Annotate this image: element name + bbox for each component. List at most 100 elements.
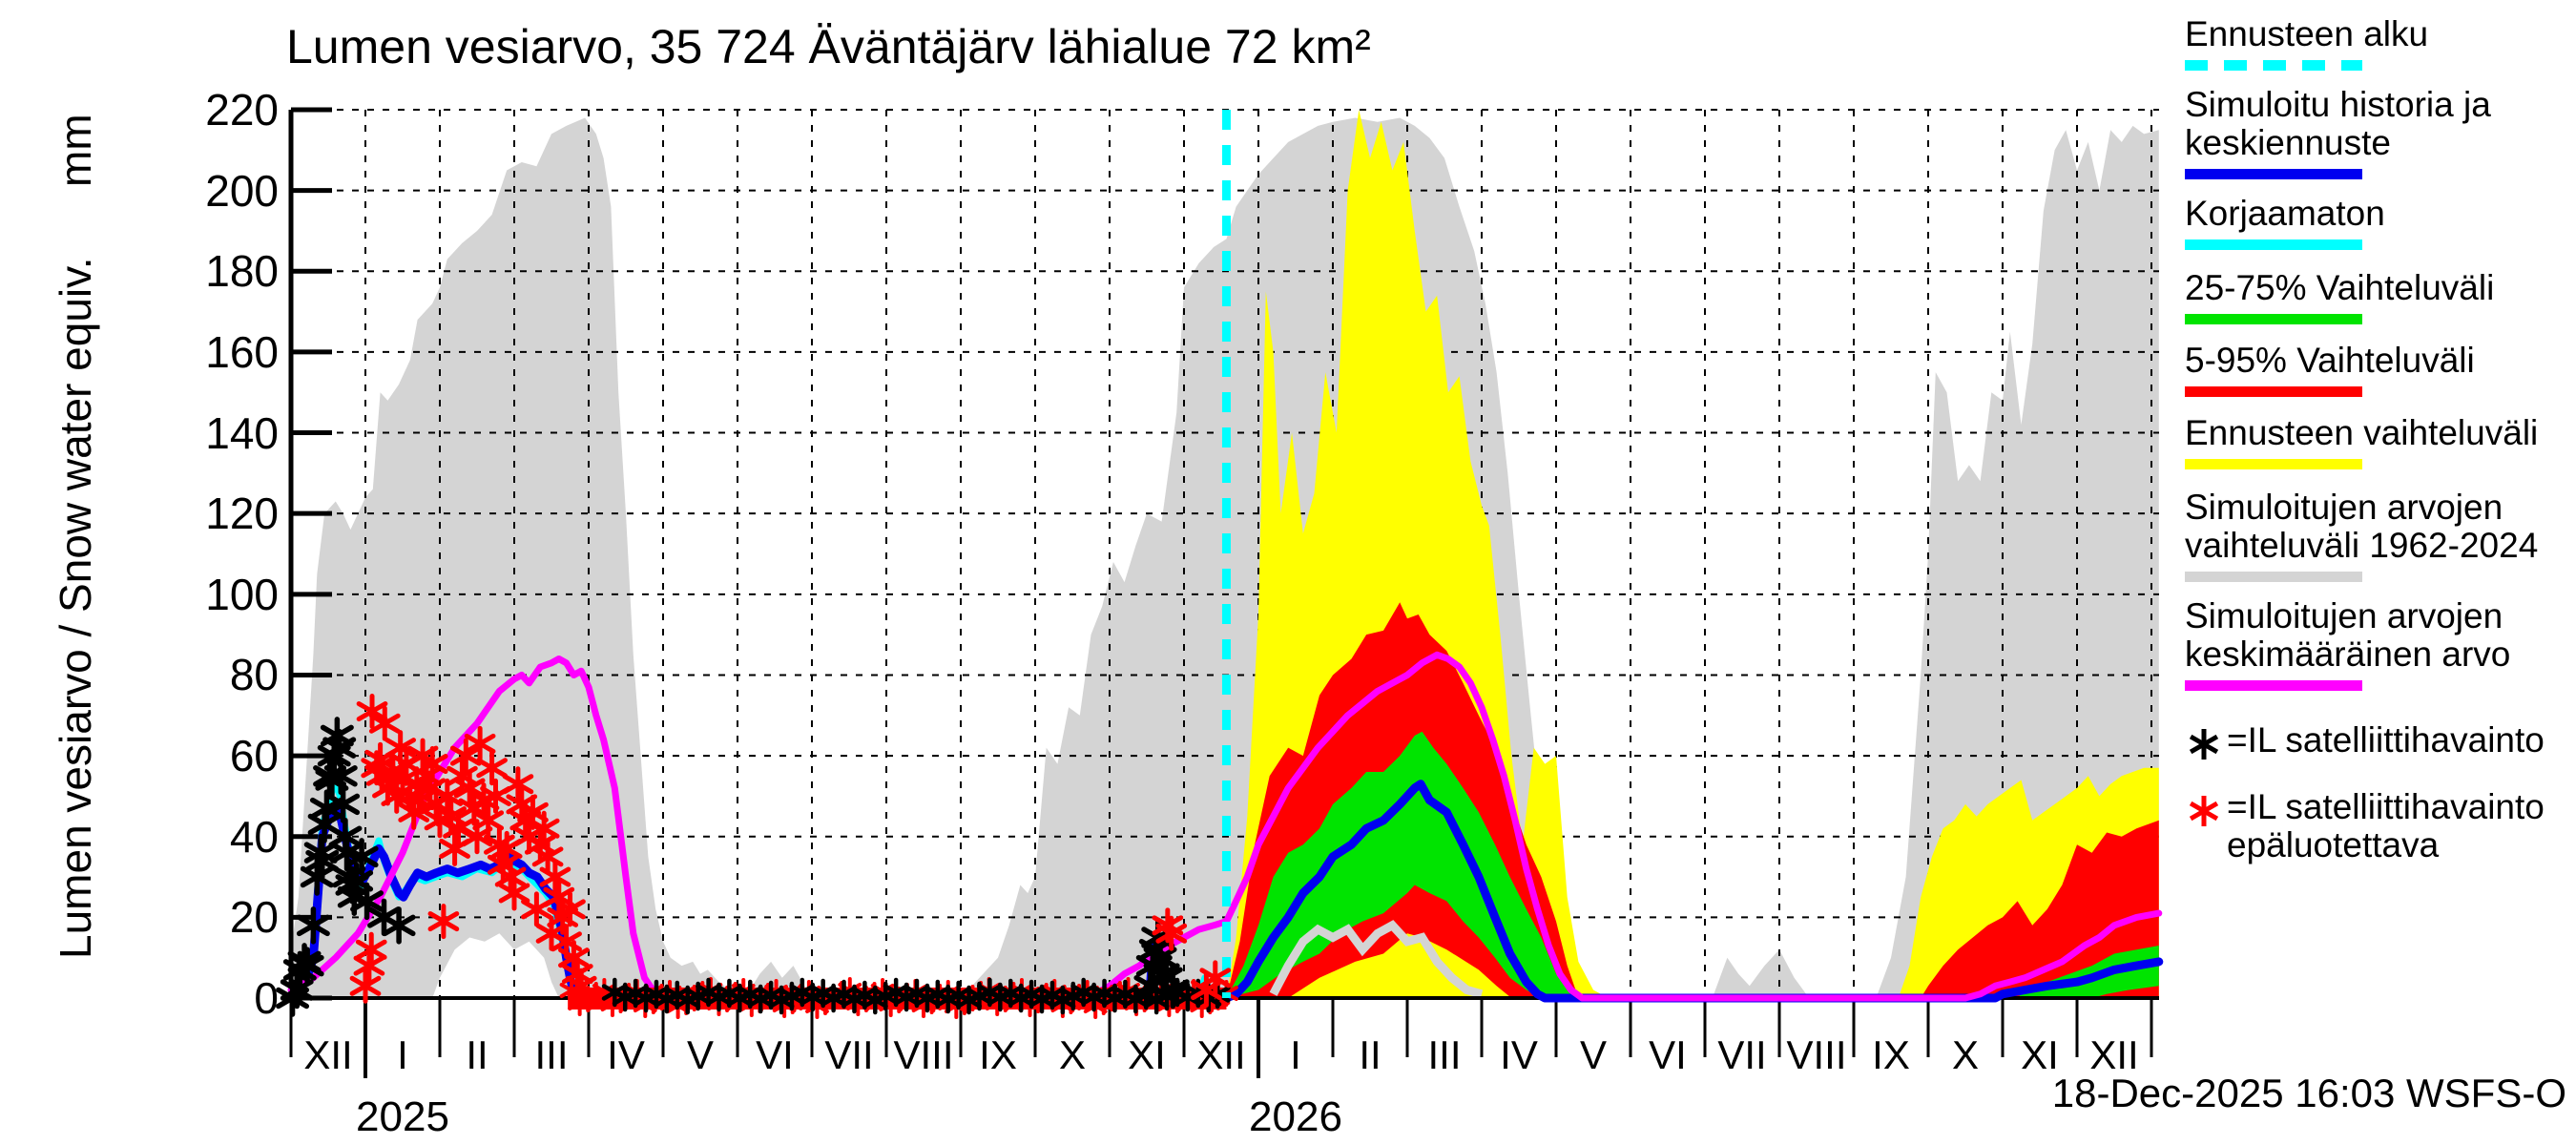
- y-tick-label: 80: [229, 650, 279, 700]
- obs-marker: [350, 882, 384, 921]
- obs-unreliable-marker: [476, 750, 508, 786]
- obs-unreliable-marker: [472, 802, 505, 839]
- legend-sample-solid: [2185, 459, 2362, 469]
- y-tick-label: 180: [205, 246, 279, 297]
- obs-marker: [1155, 970, 1190, 1010]
- y-tick-label: 140: [205, 407, 279, 458]
- x-month-label: II: [1359, 1032, 1381, 1077]
- x-month-label: III: [534, 1032, 569, 1077]
- obs-marker: [344, 838, 379, 876]
- legend-row-ennusteen-vaihteluvali: Ennusteen vaihteluväli: [2185, 414, 2576, 469]
- obs-unreliable-marker: [355, 931, 387, 968]
- obs-unreliable-marker: [1199, 960, 1232, 996]
- legend-row-il-satelliittihavainto-epaluotettava: =IL satelliittihavainto epäluotettava: [2185, 788, 2576, 864]
- legend-sample-solid: [2185, 169, 2362, 179]
- legend-row-simuloitu-historia: Simuloitu historia ja keskiennuste: [2185, 86, 2576, 179]
- obs-unreliable-marker: [427, 904, 460, 940]
- x-month-label: XI: [1128, 1032, 1166, 1077]
- legend-asterisk-icon: [2189, 729, 2219, 760]
- x-month-label: II: [466, 1032, 488, 1077]
- obs-unreliable-marker: [431, 778, 464, 814]
- obs-marker: [382, 906, 416, 945]
- obs-unreliable-marker: [565, 968, 597, 1004]
- legend-label: =IL satelliittihavainto: [2227, 720, 2545, 760]
- x-month-label: VII: [1717, 1032, 1767, 1077]
- obs-marker: [326, 785, 361, 823]
- legend-row-simuloitujen-vaihteluvali: Simuloitujen arvojen vaihteluväli 1962-20…: [2185, 489, 2576, 582]
- y-tick-label: 40: [229, 811, 279, 862]
- timestamp: 18-Dec-2025 16:03 WSFS-O: [2051, 1071, 2566, 1115]
- obs-unreliable-marker: [528, 810, 560, 846]
- legend-sample-solid: [2185, 239, 2362, 250]
- legend-row-vaihteluvali-25-75: 25-75% Vaihteluväli: [2185, 269, 2576, 324]
- legend-label: 25-75% Vaihteluväli: [2185, 268, 2495, 307]
- obs-unreliable-marker: [349, 968, 382, 1004]
- obs-marker: [305, 842, 340, 880]
- x-month-label: V: [686, 1032, 714, 1077]
- y-tick-label: 0: [254, 973, 279, 1023]
- legend-row-ennusteen-alku: Ennusteen alku: [2185, 15, 2576, 71]
- legend-sample-solid: [2185, 680, 2362, 691]
- obs-unreliable-marker: [368, 705, 401, 741]
- x-month-label: IX: [979, 1032, 1017, 1077]
- x-month-label: VI: [756, 1032, 794, 1077]
- legend-row-vaihteluvali-5-95: 5-95% Vaihteluväli: [2185, 342, 2576, 397]
- obs-unreliable-marker: [453, 770, 486, 806]
- obs-marker: [1143, 938, 1177, 977]
- x-month-label: IX: [1872, 1032, 1910, 1077]
- historical-range-1962-2024: [291, 117, 2159, 998]
- obs-unreliable-marker: [449, 738, 482, 774]
- x-month-label: XII: [1196, 1032, 1246, 1077]
- legend-sample-solid: [2185, 386, 2362, 397]
- obs-unreliable-marker: [539, 859, 571, 895]
- y-tick-label: 160: [205, 326, 279, 377]
- y-tick-label: 60: [229, 731, 279, 781]
- obs-unreliable-marker: [494, 859, 527, 895]
- legend-asterisk-icon: [2189, 796, 2219, 826]
- legend-label: Korjaamaton: [2185, 194, 2385, 233]
- historical-min-line-forecast: [1269, 920, 1484, 999]
- obs-unreliable-marker: [416, 746, 448, 782]
- y-axis-unit-label: mm: [51, 114, 100, 187]
- x-month-label: IV: [1500, 1032, 1538, 1077]
- x-month-label: X: [1058, 1032, 1086, 1077]
- legend-label: Simuloitujen arvojen keskimääräinen arvo: [2185, 596, 2511, 674]
- x-year-label: 2026: [1249, 1093, 1342, 1140]
- x-month-label: I: [1290, 1032, 1301, 1077]
- x-month-label: IV: [607, 1032, 645, 1077]
- y-tick-label: 220: [205, 85, 279, 135]
- legend-label: Simuloitujen arvojen vaihteluväli 1962-20…: [2185, 488, 2539, 565]
- legend-label: Simuloitu historia ja keskiennuste: [2185, 85, 2491, 162]
- legend-label: Ennusteen alku: [2185, 14, 2429, 53]
- y-tick-label: 200: [205, 165, 279, 216]
- y-tick-label: 20: [229, 892, 279, 943]
- obs-unreliable-marker: [558, 940, 590, 976]
- legend-sample-dash: [2185, 60, 2362, 71]
- legend-row-il-satelliittihavainto: =IL satelliittihavainto: [2185, 721, 2576, 763]
- x-month-label: V: [1579, 1032, 1607, 1077]
- obs-unreliable-marker: [464, 725, 496, 761]
- y-axis-label: Lumen vesiarvo / Snow water equiv.: [51, 257, 100, 959]
- obs-unreliable-marker: [502, 766, 534, 802]
- x-month-label: I: [397, 1032, 408, 1077]
- obs-unreliable-marker: [498, 875, 530, 911]
- obs-unreliable-marker: [1155, 915, 1188, 951]
- x-month-label: VI: [1649, 1032, 1687, 1077]
- x-month-label: VIII: [1786, 1032, 1847, 1077]
- legend-row-korjaamaton: Korjaamaton: [2185, 195, 2576, 250]
- legend-row-simuloitujen-keskiarvo: Simuloitujen arvojen keskimääräinen arvo: [2185, 597, 2576, 691]
- x-year-label: 2025: [356, 1093, 449, 1140]
- x-month-label: XI: [2021, 1032, 2059, 1077]
- x-month-label: III: [1427, 1032, 1462, 1077]
- simulated-mean-1962-2024: [287, 651, 2163, 1002]
- legend-sample-solid: [2185, 572, 2362, 582]
- y-tick-label: 120: [205, 489, 279, 539]
- chart-title: Lumen vesiarvo, 35 724 Äväntäjärv lähial…: [286, 20, 1371, 73]
- obs-unreliable-marker: [554, 891, 586, 927]
- obs-marker: [280, 970, 314, 1010]
- x-month-label: XII: [2089, 1032, 2139, 1077]
- x-month-label: XII: [303, 1032, 353, 1077]
- range-25-75: [1226, 731, 2159, 998]
